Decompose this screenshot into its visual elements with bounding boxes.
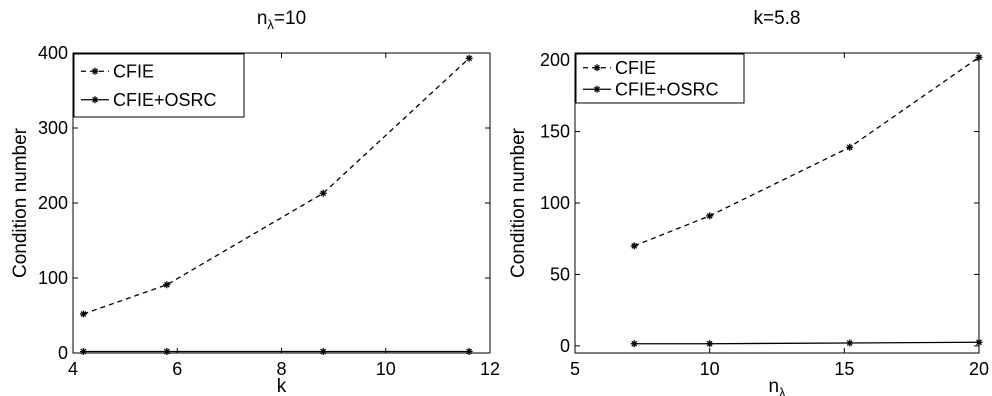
legend: CFIE CFIE+OSRC [73,53,245,118]
x-tick-label: 10 [700,359,720,379]
series-cfie-osrc-marker [163,348,171,355]
x-tick-label: 5 [570,359,580,379]
y-tick-label: 100 [38,268,68,288]
x-axis-label: nλ [768,376,786,396]
chart-1: 4 6 8 10 12 0 100 200 300 400 nλ=10 k Condition numb… [10,8,500,396]
legend-marker [593,64,601,72]
chart-title: nλ=10 [257,8,306,32]
y-tick-label: 100 [540,193,570,213]
series-cfie-marker [706,212,714,220]
y-tick-label: 0 [560,336,570,356]
x-tick-label: 4 [68,359,78,379]
series-cfie-marker [975,53,983,61]
series-cfie-marker [630,242,638,250]
legend-label: CFIE [113,61,154,81]
legend-marker [91,96,99,104]
series-cfie-marker [79,310,87,318]
series-cfie-marker [319,189,327,197]
series-cfie-marker [465,54,473,62]
y-tick-label: 150 [540,122,570,142]
x-tick-label: 20 [969,359,989,379]
x-tick-label: 15 [834,359,854,379]
series-cfie-osrc [79,348,473,355]
x-tick-label: 10 [376,359,396,379]
y-tick-label: 50 [550,264,570,284]
x-tick-label: 6 [172,359,182,379]
series-cfie-osrc-line [634,341,980,345]
x-tick-label: 12 [480,359,500,379]
series-cfie-osrc-marker [706,340,714,348]
y-axis-label: Condition number [508,127,529,278]
series-cfie-osrc-marker [79,348,87,355]
series-cfie-osrc-marker [465,348,473,355]
legend-box [575,53,745,104]
series-cfie-osrc-marker [975,338,983,346]
x-axis-label: k [277,376,287,396]
series-cfie [79,54,473,318]
series-cfie-marker [163,281,171,289]
legend-marker [91,67,99,75]
legend-marker [593,85,601,93]
y-tick-label: 0 [58,343,68,363]
series-cfie-osrc-marker [846,339,854,347]
legend-label: CFIE [615,58,656,78]
y-tick-label: 400 [38,43,68,63]
chart-title: k=5.8 [753,8,800,29]
x-tick-label: 8 [276,359,286,379]
legend-label: CFIE+OSRC [615,79,719,99]
y-tick-label: 200 [38,193,68,213]
series-cfie-osrc-marker [319,348,327,355]
series-cfie-osrc-marker [630,340,638,348]
y-tick-label: 300 [38,118,68,138]
series-cfie-line [634,56,980,247]
series-cfie-osrc [630,338,983,348]
legend-label: CFIE+OSRC [113,90,217,110]
series-cfie [630,53,983,250]
y-axis-label: Condition number [10,127,31,278]
series-cfie-marker [846,143,854,151]
y-tick-label: 200 [540,50,570,70]
legend-box [73,53,245,118]
